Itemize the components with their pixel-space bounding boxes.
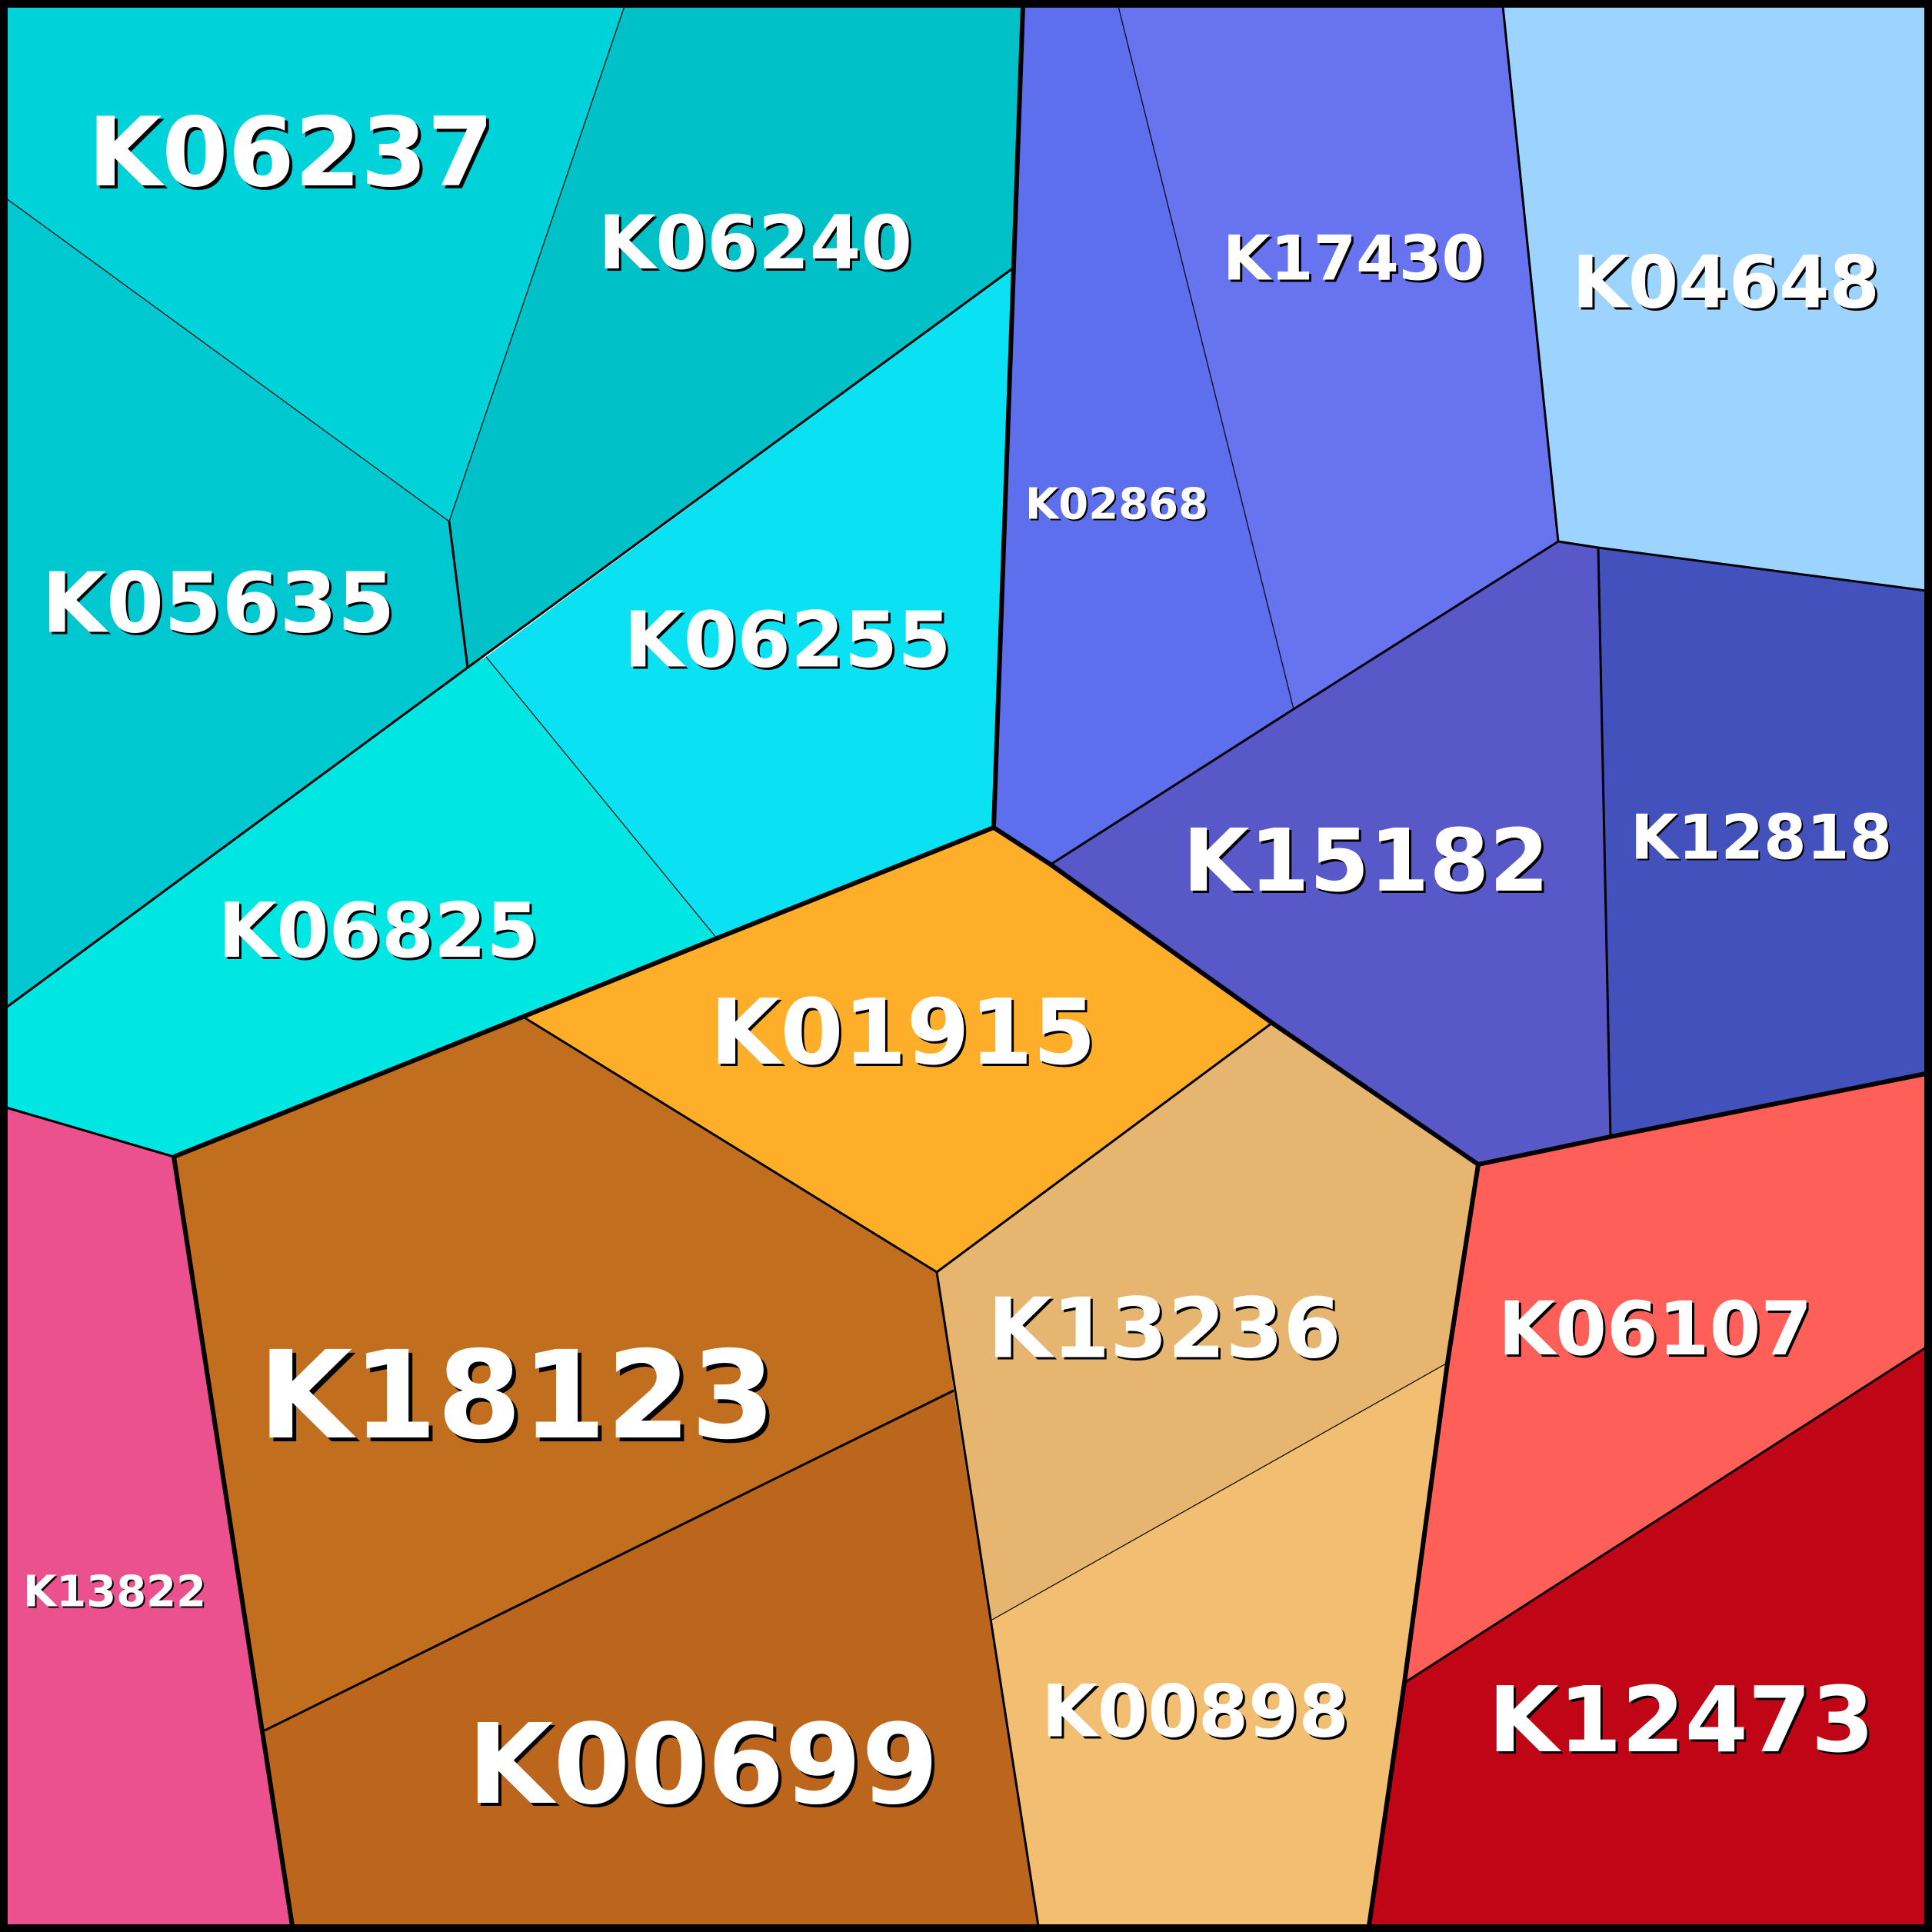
label-k05635: K05635 K05635 xyxy=(42,556,397,655)
svg-text:K06240: K06240 xyxy=(598,200,912,286)
svg-text:K12818: K12818 xyxy=(1632,804,1894,875)
border-k06237-k05635 xyxy=(5,198,450,522)
border-k15182-k17430 xyxy=(1050,540,1559,866)
svg-text:K18123: K18123 xyxy=(262,1329,779,1471)
cell-k12473[interactable] xyxy=(1369,1347,1926,1926)
label-k06255: K06255 K06255 xyxy=(624,595,953,688)
svg-text:K01915: K01915 xyxy=(710,979,1096,1085)
svg-text:K13236: K13236 xyxy=(988,1281,1341,1377)
border-cyan-blue xyxy=(991,5,1025,828)
cell-k00898[interactable] xyxy=(992,1363,1447,1926)
svg-text:K05635: K05635 xyxy=(44,558,397,655)
border-k05635-k06240 xyxy=(448,521,469,668)
labels-layer: K06237 K06237 K06240 K06240 K05635 K0563… xyxy=(23,98,1894,1832)
svg-text:K06240: K06240 xyxy=(601,202,914,288)
label-k18123: K18123 K18123 xyxy=(258,1325,779,1471)
svg-text:K13822: K13822 xyxy=(25,1569,208,1619)
border-k13822-k18123 xyxy=(172,1156,295,1927)
label-k06825: K06825 K06825 xyxy=(218,888,541,978)
svg-text:K15182: K15182 xyxy=(1185,814,1551,914)
svg-text:K04648: K04648 xyxy=(1572,242,1880,325)
border-k18123-k13236 xyxy=(935,1271,1040,1927)
svg-text:K06107: K06107 xyxy=(1498,1286,1812,1372)
svg-text:K05635: K05635 xyxy=(42,556,395,652)
cell-k00699[interactable] xyxy=(265,1391,1038,1926)
label-k01915: K01915 K01915 xyxy=(710,979,1098,1088)
cell-borders-thin xyxy=(5,5,1448,1621)
svg-text:K00699: K00699 xyxy=(468,1700,939,1829)
svg-text:K18123: K18123 xyxy=(258,1325,775,1467)
label-k02868: K02868 K02868 xyxy=(1025,480,1210,531)
cell-k13822[interactable] xyxy=(6,1108,292,1926)
cell-borders-thick xyxy=(172,5,1927,1927)
cell-k05635[interactable] xyxy=(6,198,468,1008)
border-k13822-k06825 xyxy=(5,1106,175,1158)
label-k13822: K13822 K13822 xyxy=(23,1567,208,1619)
svg-text:K15182: K15182 xyxy=(1183,811,1549,911)
cell-k15182[interactable] xyxy=(1051,541,1611,1164)
svg-text:K13236: K13236 xyxy=(990,1284,1343,1380)
svg-text:K12818: K12818 xyxy=(1631,802,1892,874)
svg-text:K02868: K02868 xyxy=(1025,480,1208,530)
label-k00699: K00699 K00699 xyxy=(468,1700,942,1832)
border-k04648-k17430 xyxy=(1501,5,1560,542)
svg-text:K17430: K17430 xyxy=(1225,225,1487,297)
svg-text:K17430: K17430 xyxy=(1223,223,1484,295)
label-k13236: K13236 K13236 xyxy=(988,1281,1343,1380)
cell-k06107[interactable] xyxy=(1404,1074,1926,1683)
svg-text:K00898: K00898 xyxy=(1044,1673,1351,1757)
svg-text:K06255: K06255 xyxy=(626,598,953,688)
svg-text:K12473: K12473 xyxy=(1491,1669,1877,1775)
cell-k06825[interactable] xyxy=(6,657,717,1157)
cell-k06255[interactable] xyxy=(486,268,1014,938)
border-red-region xyxy=(1477,1071,1927,1167)
svg-text:K01915: K01915 xyxy=(712,981,1098,1088)
cell-k02868[interactable] xyxy=(994,6,1294,864)
cell-k06240[interactable] xyxy=(449,6,1023,668)
label-k12473: K12473 K12473 xyxy=(1488,1667,1877,1775)
svg-text:K06255: K06255 xyxy=(624,595,951,685)
border-k17430-k02868 xyxy=(1118,5,1294,710)
border-k15182-k12818 xyxy=(1597,547,1612,1138)
cell-borders-medium xyxy=(5,5,1927,1927)
cells-layer xyxy=(6,6,1926,1926)
svg-text:K00898: K00898 xyxy=(1041,1671,1349,1754)
border-k13236-k01915 xyxy=(936,1021,1273,1274)
border-k06237-k06240 xyxy=(448,5,625,522)
svg-text:K06107: K06107 xyxy=(1501,1288,1814,1374)
border-k13236-k00898 xyxy=(991,1362,1448,1621)
svg-text:K12473: K12473 xyxy=(1488,1667,1874,1773)
svg-text:K02868: K02868 xyxy=(1027,481,1210,531)
svg-text:K06825: K06825 xyxy=(221,890,541,978)
label-k15182: K15182 K15182 xyxy=(1183,811,1551,914)
svg-text:K06237: K06237 xyxy=(91,101,496,212)
border-k18123-k01915 xyxy=(522,1015,938,1274)
svg-text:K06237: K06237 xyxy=(88,98,493,208)
border-k01915-top xyxy=(172,825,1480,1167)
svg-text:K13822: K13822 xyxy=(23,1567,206,1617)
border-k06240-k06255 xyxy=(467,266,1014,669)
label-k12818: K12818 K12818 xyxy=(1631,802,1894,875)
cell-k18123[interactable] xyxy=(174,1017,954,1730)
border-k06825-k06255 xyxy=(485,656,718,939)
label-k06237: K06237 K06237 xyxy=(88,98,496,212)
cell-k06237[interactable] xyxy=(6,6,625,521)
label-k04648: K04648 K04648 xyxy=(1572,242,1882,328)
label-k17430: K17430 K17430 xyxy=(1223,223,1487,297)
label-k06107: K06107 K06107 xyxy=(1498,1286,1814,1374)
label-k06240: K06240 K06240 xyxy=(598,200,914,288)
border-k00898-k06107 xyxy=(1367,1164,1481,1927)
border-k06107-k12473 xyxy=(1404,1346,1927,1684)
cell-k17430[interactable] xyxy=(1118,6,1558,709)
border-k05635-k06825 xyxy=(5,666,468,1009)
border-k18123-k00699 xyxy=(264,1389,954,1732)
label-k00898: K00898 K00898 xyxy=(1041,1671,1351,1757)
svg-text:K04648: K04648 xyxy=(1574,244,1882,328)
svg-text:K06825: K06825 xyxy=(218,888,539,975)
svg-text:K00699: K00699 xyxy=(471,1703,942,1832)
cell-k12818[interactable] xyxy=(1598,548,1926,1137)
cell-k04648[interactable] xyxy=(1503,6,1926,591)
